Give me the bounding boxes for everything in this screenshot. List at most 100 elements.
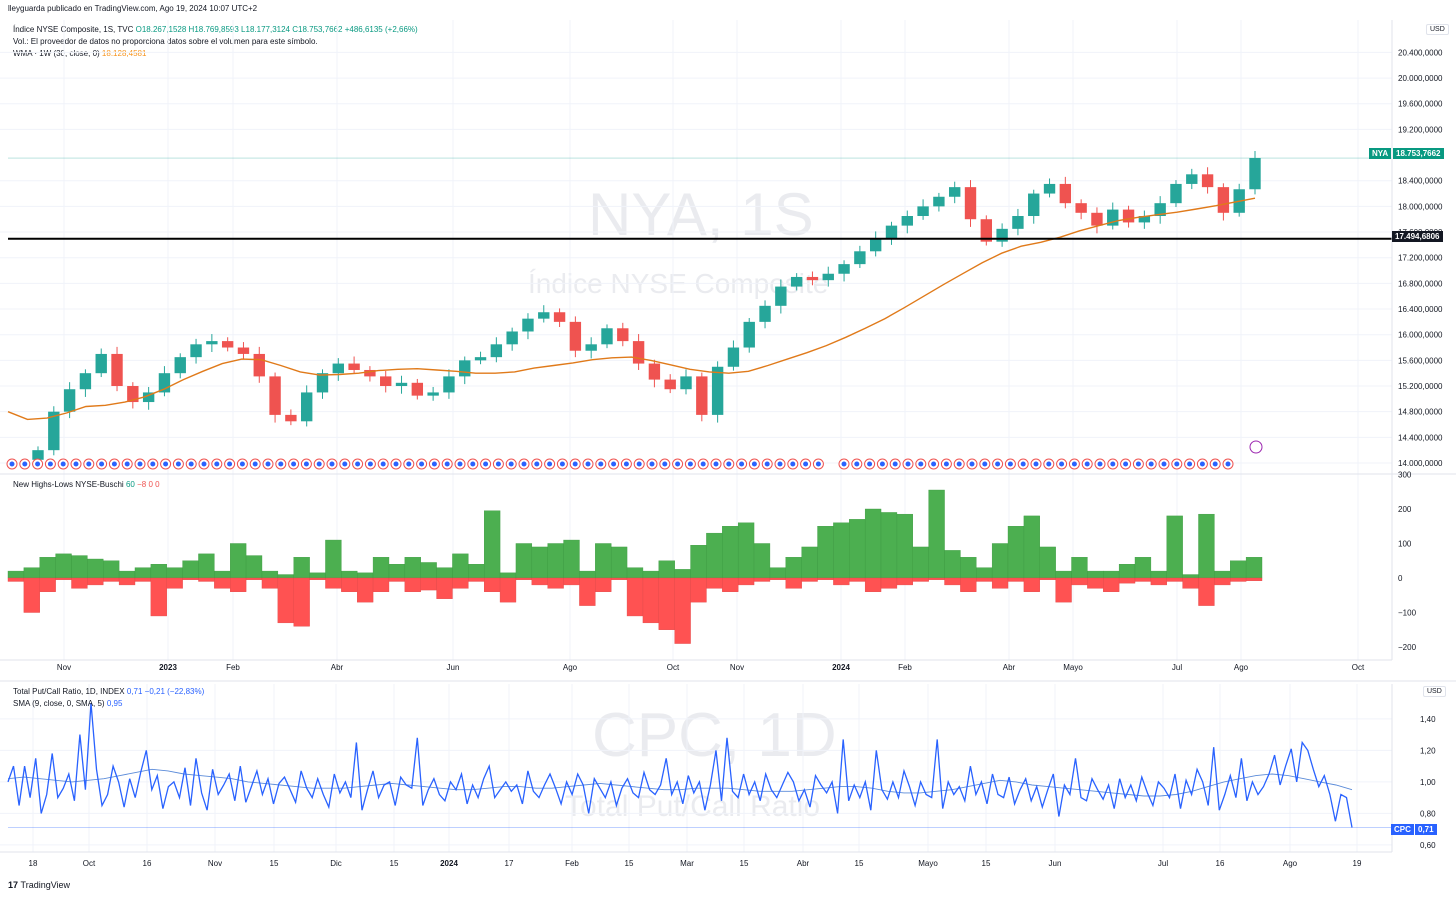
event-flag-icon (329, 461, 335, 467)
candle-body (538, 312, 550, 319)
candle-body (743, 321, 755, 348)
histogram-bar-high (404, 557, 421, 579)
histogram-bar-high (864, 508, 882, 579)
histogram-bar-low (420, 577, 437, 591)
wma-legend[interactable]: WMA · 1W (30, close, 0) 18.128,4581 (13, 49, 146, 58)
histogram-bar-low (71, 577, 88, 589)
event-flag-icon (470, 461, 476, 467)
y-tick-label: 17.200,0000 (1398, 254, 1443, 263)
event-flag-icon (201, 461, 207, 467)
histogram-bar-high (134, 567, 152, 579)
candle-body (95, 353, 107, 374)
event-flag-icon (611, 461, 617, 467)
candle-body (980, 219, 993, 242)
event-flag-icon (559, 461, 565, 467)
histogram-bar-low (706, 577, 723, 589)
x-tick-label: Mayo (1063, 663, 1083, 672)
histogram-bar-low (1039, 577, 1056, 580)
histogram-bar-low (214, 577, 231, 589)
histogram-bar-low (944, 577, 961, 586)
x-tick-label: Nov (208, 859, 222, 868)
event-flag-icon (291, 461, 297, 467)
currency-selector-bottom[interactable]: USD (1423, 686, 1446, 697)
histogram-bar-low (642, 577, 660, 624)
histogram-bar-low (547, 577, 564, 589)
candle-body (237, 347, 250, 354)
sma-legend[interactable]: SMA (9, close, 0, SMA, 5) 0,95 (13, 699, 122, 708)
histogram-bar-high (674, 569, 691, 579)
histogram-bar-low (1023, 577, 1040, 593)
histogram-bar-low (499, 577, 517, 603)
highs-lows-label: New Highs-Lows NYSE-Buschi (13, 480, 124, 489)
event-flag-icon (316, 461, 322, 467)
x-tick-label: Oct (667, 663, 680, 672)
sma-label: SMA (9, close, 0, SMA, 5) (13, 699, 105, 708)
histogram-bar-low (1055, 577, 1072, 603)
histogram-bar-high (1103, 570, 1120, 579)
y-tick-label: 0,80 (1420, 809, 1436, 818)
histogram-bar-low (372, 577, 390, 593)
histogram-bar-high (547, 543, 564, 579)
y-tick-label: 20.400,0000 (1398, 48, 1443, 57)
histogram-bar-high (928, 489, 945, 579)
histogram-bar-low (1150, 577, 1167, 586)
event-flag-icon (943, 461, 949, 467)
candle-body (648, 363, 661, 380)
event-flag-icon (495, 461, 501, 467)
histogram-bar-low (341, 577, 358, 593)
event-flag-icon (905, 461, 911, 467)
event-flag-icon (278, 461, 284, 467)
candle-body (348, 363, 360, 370)
candle-body (206, 341, 218, 345)
x-tick-label: Jul (1172, 663, 1182, 672)
event-flag-icon (1097, 461, 1103, 467)
histogram-bar-high (198, 553, 215, 579)
cpc-tag-value: 0,71 (1415, 824, 1437, 835)
histogram-bar-high (1230, 560, 1247, 579)
candle-body (1043, 183, 1056, 194)
histogram-bar-low (325, 577, 342, 589)
currency-selector-top[interactable]: USD (1426, 24, 1449, 35)
candle-body (127, 386, 139, 403)
ohlc-high: H18.769,8593 (188, 25, 239, 34)
histogram-bar-low (722, 577, 739, 593)
symbol-legend[interactable]: Índice NYSE Composite, 1S, TVC O18.267,1… (13, 25, 418, 34)
histogram-bar-high (642, 570, 660, 579)
histogram-bar-high (484, 510, 501, 579)
candle-body (459, 360, 471, 377)
candle-body (63, 389, 76, 412)
histogram-bar-low (198, 577, 215, 582)
putcall-legend[interactable]: Total Put/Call Ratio, 1D, INDEX 0,71 −0,… (13, 687, 204, 696)
histogram-bar-low (864, 577, 882, 593)
tradingview-logo[interactable]: 17 TradingView (8, 880, 70, 890)
event-flag-icon (1033, 461, 1039, 467)
x-tick-label: 15 (855, 859, 864, 868)
histogram-bar-low (1087, 577, 1104, 589)
histogram-bar-high (801, 546, 818, 579)
event-flag-icon (956, 461, 962, 467)
event-flag-icon (700, 461, 706, 467)
candle-body (1170, 183, 1182, 204)
histogram-bar-high (1198, 513, 1215, 579)
histogram-bar-low (436, 577, 453, 599)
event-flag-icon (252, 461, 258, 467)
histogram-bar-low (737, 577, 755, 586)
event-flag-icon (687, 461, 693, 467)
event-flag-icon (265, 461, 271, 467)
histogram-bar-high (1245, 557, 1263, 579)
candle-body (111, 353, 123, 387)
histogram-bar-low (309, 577, 326, 580)
y-tick-label: 16.000,0000 (1398, 331, 1443, 340)
histogram-bar-low (166, 577, 183, 589)
histogram-bar-low (1182, 577, 1199, 589)
highs-lows-legend[interactable]: New Highs-Lows NYSE-Buschi 60 −8 0 0 (13, 480, 160, 489)
y-tick-label: 100 (1398, 540, 1412, 549)
histogram-bar-high (1214, 570, 1231, 579)
y-tick-label: 14.800,0000 (1398, 408, 1443, 417)
histogram-bar-low (1007, 577, 1025, 582)
y-tick-label: 300 (1398, 471, 1412, 480)
y-tick-label: 18.400,0000 (1398, 177, 1443, 186)
event-flag-icon (931, 461, 937, 467)
histogram-bar-low (1214, 577, 1231, 586)
